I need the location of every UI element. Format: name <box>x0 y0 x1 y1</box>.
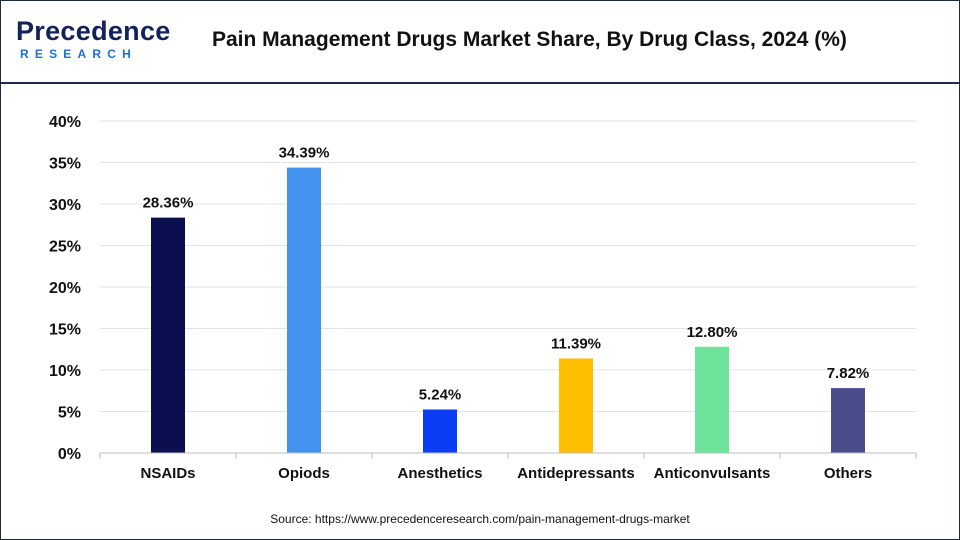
brand-logo: Precedence RESEARCH <box>16 14 166 64</box>
data-label: 34.39% <box>279 145 330 162</box>
y-tick-label: 30% <box>49 197 81 214</box>
bar-anesthetics <box>423 410 457 453</box>
x-tick-label: Anticonvulsants <box>654 465 771 482</box>
logo-wordmark: Precedence <box>16 16 171 47</box>
bar-nsaids <box>151 218 185 453</box>
source-note: Source: https://www.precedenceresearch.c… <box>0 512 960 526</box>
y-tick-label: 40% <box>49 114 81 131</box>
y-tick-label: 20% <box>49 280 81 297</box>
y-tick-label: 5% <box>58 405 81 422</box>
data-label: 5.24% <box>419 387 462 404</box>
bar-anticonvulsants <box>695 347 729 453</box>
data-label: 28.36% <box>143 195 194 212</box>
x-tick-label: Antidepressants <box>517 465 635 482</box>
logo-subtitle: RESEARCH <box>20 47 137 61</box>
gridlines <box>100 121 916 412</box>
y-tick-label: 25% <box>49 239 81 256</box>
header: Precedence RESEARCH Pain Management Drug… <box>0 0 960 82</box>
y-tick-label: 0% <box>58 446 81 463</box>
bar-others <box>831 388 865 453</box>
data-labels: 28.36% 34.39% 5.24% 11.39% 12.80% 7.82% <box>143 145 870 404</box>
y-tick-label: 15% <box>49 322 81 339</box>
x-axis: NSAIDs Opiods Anesthetics Antidepressants An… <box>100 453 916 482</box>
y-tick-label: 10% <box>49 363 81 380</box>
x-tick-label: Anesthetics <box>397 465 482 482</box>
x-tick-label: NSAIDs <box>140 465 195 482</box>
bar-chart: 0% 5% 10% 15% 20% 25% 30% 35% 40% 28.36% 34.39% 5.… <box>0 84 960 504</box>
x-tick-label: Opiods <box>278 465 330 482</box>
chart-title: Pain Management Drugs Market Share, By D… <box>212 28 912 52</box>
data-label: 7.82% <box>827 365 870 382</box>
bar-antidepressants <box>559 358 593 453</box>
data-label: 11.39% <box>551 335 601 352</box>
bars <box>151 168 865 453</box>
bar-opiods <box>287 168 321 453</box>
y-tick-label: 35% <box>49 156 81 173</box>
y-axis-ticks: 0% 5% 10% 15% 20% 25% 30% 35% 40% <box>49 114 81 463</box>
x-tick-label: Others <box>824 465 872 482</box>
data-label: 12.80% <box>687 324 738 341</box>
